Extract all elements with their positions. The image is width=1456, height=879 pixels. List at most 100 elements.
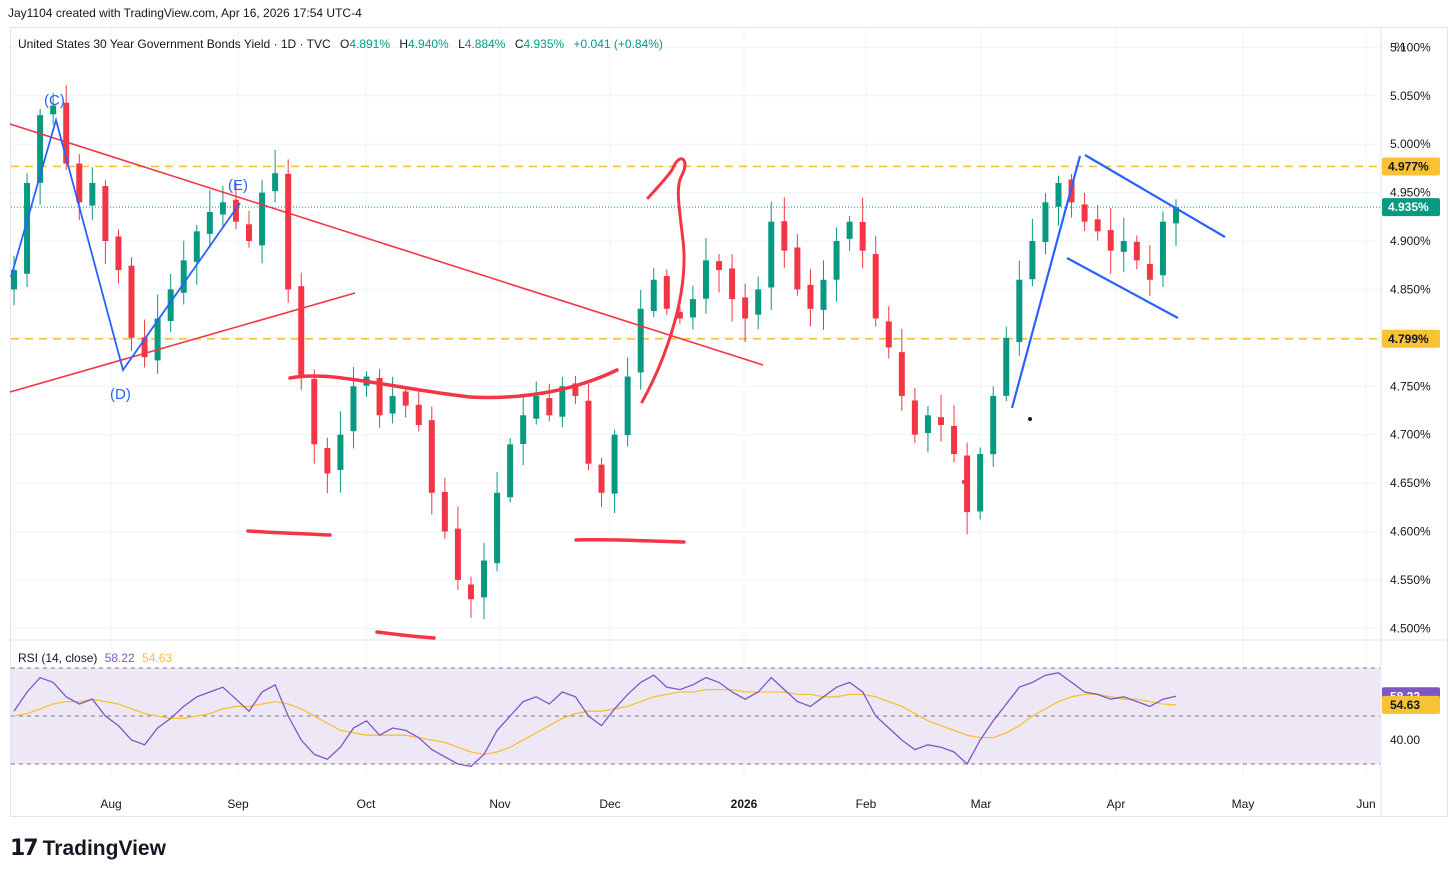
chart-attribution: Jay1104 created with TradingView.com, Ap… xyxy=(8,6,362,20)
candle-body xyxy=(611,434,618,494)
open-value: 4.891% xyxy=(349,37,391,51)
candle-body xyxy=(63,102,70,164)
candle-body xyxy=(937,417,944,425)
red-underline xyxy=(574,537,686,544)
tradingview-logo[interactable]: 17 TradingView xyxy=(10,836,166,861)
y-tick-label: 4.900% xyxy=(1390,234,1431,248)
rsi-ma-value: 54.63 xyxy=(142,651,173,665)
low-value: 4.884% xyxy=(464,37,506,51)
candle-body xyxy=(311,378,318,445)
candle-body xyxy=(820,279,827,310)
x-tick-label: Jun xyxy=(1356,797,1375,811)
candle-body xyxy=(24,182,31,274)
rsi-y-tick-label: 40.00 xyxy=(1390,733,1420,747)
chart-frame xyxy=(10,27,1448,817)
candle-body xyxy=(546,398,553,416)
candle-body xyxy=(481,560,488,598)
tradingview-logo-icon: 17 xyxy=(10,836,39,861)
candle-body xyxy=(990,395,997,455)
candle-body xyxy=(1094,219,1101,232)
candle-body xyxy=(467,584,474,600)
y-tick-label: 5.100% xyxy=(1390,40,1431,54)
red-trendline-lower xyxy=(9,292,356,393)
candle-body xyxy=(533,395,540,419)
candle-body xyxy=(977,454,984,512)
y-tick-label: 5.050% xyxy=(1390,89,1431,103)
candle-body xyxy=(911,400,918,435)
rsi-line xyxy=(13,672,1177,768)
x-tick-label: Nov xyxy=(489,797,510,811)
candle-body xyxy=(298,286,305,377)
candle-body xyxy=(755,289,762,315)
red-trendline-upper xyxy=(9,123,764,366)
candle-body xyxy=(1029,241,1036,280)
candle-body xyxy=(637,308,644,373)
rsi-axis-label: 54.63 xyxy=(1390,698,1420,712)
candle-body xyxy=(1081,204,1088,222)
candle-body xyxy=(350,386,357,432)
wave-label: (E) xyxy=(228,177,248,194)
candle-body xyxy=(507,444,514,498)
y-tick-label: 4.950% xyxy=(1390,186,1431,200)
y-tick-label: 4.550% xyxy=(1390,573,1431,587)
x-tick-label: Apr xyxy=(1107,797,1126,811)
y-tick-label: 4.600% xyxy=(1390,524,1431,538)
candle-body xyxy=(441,491,448,532)
close-value: 4.935% xyxy=(523,37,565,51)
red-underline xyxy=(375,630,436,640)
y-tick-label: 5.000% xyxy=(1390,137,1431,151)
y-tick-label: 4.650% xyxy=(1390,476,1431,490)
price-axis-label: 4.935% xyxy=(1388,200,1429,214)
red-dot xyxy=(961,479,967,485)
x-tick-label: Mar xyxy=(971,797,992,811)
candle-body xyxy=(494,492,501,564)
candle-body xyxy=(206,211,213,234)
red-underline xyxy=(246,529,332,537)
candle-body xyxy=(1173,207,1179,224)
candle-body xyxy=(141,337,148,358)
price-axis-label-bg xyxy=(1382,329,1440,348)
candle-body xyxy=(154,318,161,361)
candle-body xyxy=(193,231,200,262)
low-label: L xyxy=(458,37,465,51)
candle-body xyxy=(1055,182,1062,207)
candle-body xyxy=(76,163,83,203)
high-value: 4.940% xyxy=(408,37,449,51)
candle-body xyxy=(768,221,775,288)
candle-body xyxy=(885,321,892,348)
candle-body xyxy=(898,352,905,396)
candle-body xyxy=(415,404,422,425)
candle-body xyxy=(102,186,109,242)
candle-body xyxy=(807,284,814,309)
symbol-title: United States 30 Year Government Bonds Y… xyxy=(18,37,331,51)
candle-body xyxy=(428,420,435,493)
x-tick-label: Dec xyxy=(599,797,620,811)
candle-body xyxy=(402,391,409,406)
candle-body xyxy=(324,447,331,474)
candle-body xyxy=(37,115,44,183)
candle-body xyxy=(1133,241,1140,261)
candle-body xyxy=(872,254,879,319)
candle-body xyxy=(585,400,592,464)
candle-body xyxy=(376,377,383,416)
blue-rally-line xyxy=(1010,155,1082,409)
candle-body xyxy=(219,202,226,215)
y-tick-label: 4.850% xyxy=(1390,282,1431,296)
candle-body xyxy=(285,173,292,290)
candle-body xyxy=(781,221,788,251)
tradingview-logo-text: TradingView xyxy=(42,836,166,860)
red-arrow-drawing xyxy=(640,157,687,404)
high-label: H xyxy=(399,37,409,51)
candle-body xyxy=(964,455,971,513)
candle-body xyxy=(859,221,866,251)
axis-unit-button[interactable]: % xyxy=(1394,40,1406,54)
candle-body xyxy=(246,224,253,242)
symbol-legend: United States 30 Year Government Bonds Y… xyxy=(18,37,663,51)
x-tick-label: Sep xyxy=(227,797,249,811)
candle-body xyxy=(624,376,631,436)
candle-body xyxy=(520,415,527,444)
candle-body xyxy=(1146,263,1153,280)
candle-body xyxy=(1120,241,1127,252)
candle-body xyxy=(259,192,266,246)
